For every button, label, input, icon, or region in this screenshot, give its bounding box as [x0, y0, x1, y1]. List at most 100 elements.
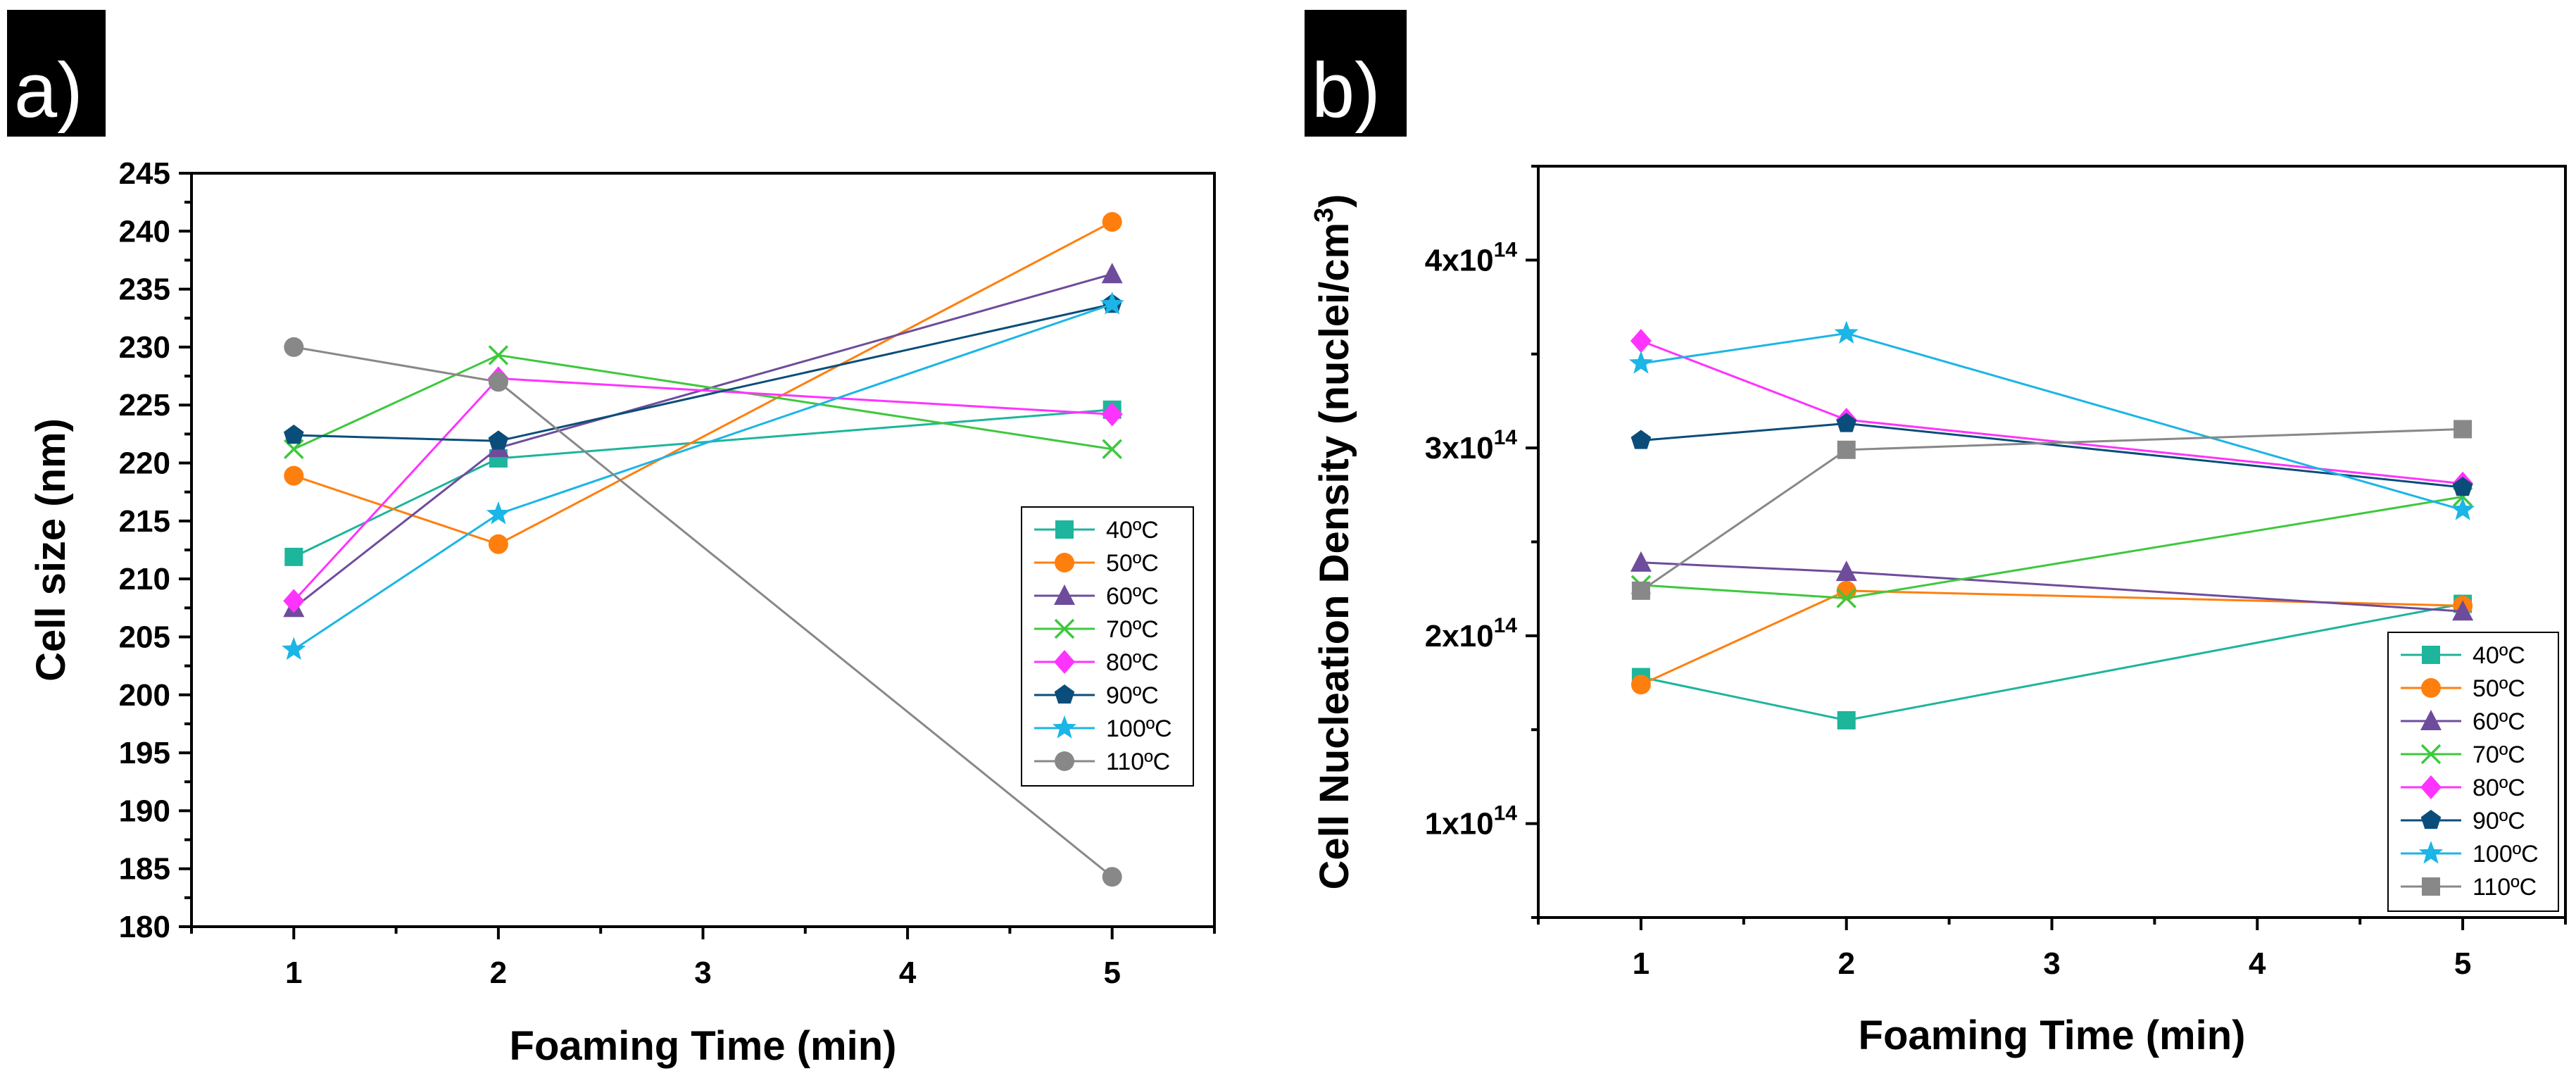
x-axis-title: Foaming Time (min): [1859, 1013, 2246, 1058]
data-point: [282, 637, 306, 661]
panel-tag: b): [1312, 47, 1381, 134]
series-line: [293, 303, 1113, 651]
legend-swatch-marker: [1055, 520, 1074, 539]
x-tick-label: 5: [2454, 946, 2471, 981]
series-line: [1640, 561, 2463, 613]
y-tick-label: 215: [119, 504, 170, 539]
series-80-c: [1630, 329, 2474, 496]
legend: 40ºC 50ºC 60ºC 70ºC 80ºC 90ºC 100ºC 110ºC: [1021, 506, 1194, 787]
x-tick-label: 4: [2249, 946, 2266, 981]
legend-label: 60ºC: [2473, 708, 2525, 735]
data-point: [1836, 580, 1856, 601]
legend-swatch-marker: [2422, 877, 2440, 896]
legend-label: 110ºC: [1106, 749, 1170, 775]
legend-label: 100ºC: [1106, 715, 1172, 742]
legend-item: 110ºC: [1034, 749, 1170, 775]
data-point: [1630, 329, 1652, 353]
y-tick-label: 195: [119, 736, 170, 770]
x-tick-label: 4: [899, 956, 917, 990]
data-point: [284, 337, 304, 357]
panel-tag: a): [14, 47, 83, 134]
legend-label: 110ºC: [2473, 874, 2537, 901]
data-point: [488, 345, 509, 365]
data-point: [1834, 320, 1859, 344]
y-tick-label: 220: [119, 446, 170, 481]
data-point: [1837, 710, 1856, 730]
legend-label: 80ºC: [2473, 775, 2525, 801]
data-point: [1102, 867, 1122, 887]
data-point: [1631, 675, 1651, 695]
legend-swatch-marker: [1054, 650, 1075, 674]
series-50-c: [1631, 580, 2473, 695]
data-point: [1628, 351, 1653, 374]
legend-swatch-marker: [1054, 584, 1075, 605]
panel-a: a) 1 2 3 4 5 180 185 190 195 200 205 210 215 220 225 230…: [7, 10, 1216, 1069]
legend-label: 70ºC: [2473, 741, 2525, 768]
series-70-c: [284, 345, 1122, 460]
series-60-c: [1630, 551, 2474, 621]
y-tick-label: 245: [119, 156, 170, 191]
legend-swatch-marker: [1054, 684, 1075, 704]
legend-item: 50ºC: [1034, 550, 1159, 577]
y-axis-title: Cell Nucleation Density (nuclei/cm3): [1309, 194, 1357, 889]
data-point: [284, 465, 304, 486]
series-90-c: [1631, 413, 2473, 496]
legend-swatch-marker: [1054, 618, 1075, 639]
y-tick-label: 230: [119, 330, 170, 365]
y-tick-label: 1x1014: [1425, 802, 1518, 841]
legend-label: 80ºC: [1106, 649, 1159, 676]
data-point: [1100, 292, 1124, 315]
series-110-c: [284, 337, 1122, 887]
y-tick-label: 2x1014: [1425, 614, 1518, 653]
legend-label: 100ºC: [2473, 841, 2539, 868]
legend-swatch-marker: [2421, 678, 2441, 698]
legend-item: 90ºC: [1034, 682, 1159, 709]
panel-tag-bg: [1305, 10, 1407, 137]
legend-label: 50ºC: [1106, 550, 1159, 577]
data-point: [1835, 561, 1857, 582]
series-40-c: [1631, 594, 2473, 730]
y-tick-label: 185: [119, 852, 170, 887]
legend-item: 40ºC: [2401, 642, 2525, 669]
data-point: [488, 534, 508, 554]
legend-swatch-marker: [2420, 744, 2442, 765]
legend-label: 40ºC: [1106, 517, 1159, 544]
legend-label: 50ºC: [2473, 675, 2525, 702]
legend-frame: [1021, 506, 1194, 787]
y-tick-label: 200: [119, 678, 170, 713]
data-point: [488, 430, 509, 450]
legend-item: 40ºC: [1034, 517, 1159, 544]
data-point: [1102, 212, 1122, 232]
series-100-c: [282, 292, 1124, 661]
series-70-c: [1631, 487, 2473, 608]
series-80-c: [283, 366, 1123, 613]
series-line: [1640, 589, 2463, 686]
panel-b: b) 1 2 3 4 5 1x1014 2x1014 3x1014 4x1014 Foaming T…: [1305, 10, 2567, 1058]
legend-swatch-marker: [1055, 751, 1074, 771]
data-point: [1836, 413, 1856, 432]
series-line: [293, 220, 1113, 546]
series-line: [293, 353, 1112, 451]
y-tick-label: 210: [119, 562, 170, 596]
legend-swatch-marker: [2420, 810, 2442, 830]
y-tick-label: 235: [119, 273, 170, 307]
series-40-c: [284, 400, 1121, 566]
series-line: [1640, 603, 2463, 722]
data-point: [1836, 588, 1856, 608]
y-tick-label: 190: [119, 794, 170, 828]
x-tick-label: 1: [1633, 946, 1650, 981]
legend-swatch-marker: [2418, 841, 2444, 864]
x-tick-label: 5: [1103, 956, 1120, 990]
series-line: [293, 273, 1113, 609]
legend-item: 80ºC: [2401, 775, 2525, 801]
series-90-c: [284, 294, 1122, 450]
legend-item: 110ºC: [2401, 874, 2537, 901]
legend: 40ºC 50ºC 60ºC 70ºC 80ºC 90ºC 100ºC 110ºC: [2387, 632, 2559, 912]
data-point: [2454, 420, 2473, 439]
legend-item: 70ºC: [2401, 741, 2525, 768]
y-tick-label: 180: [119, 910, 170, 944]
data-point: [2452, 477, 2473, 496]
series-line: [1640, 496, 2463, 600]
data-point: [2452, 600, 2474, 621]
